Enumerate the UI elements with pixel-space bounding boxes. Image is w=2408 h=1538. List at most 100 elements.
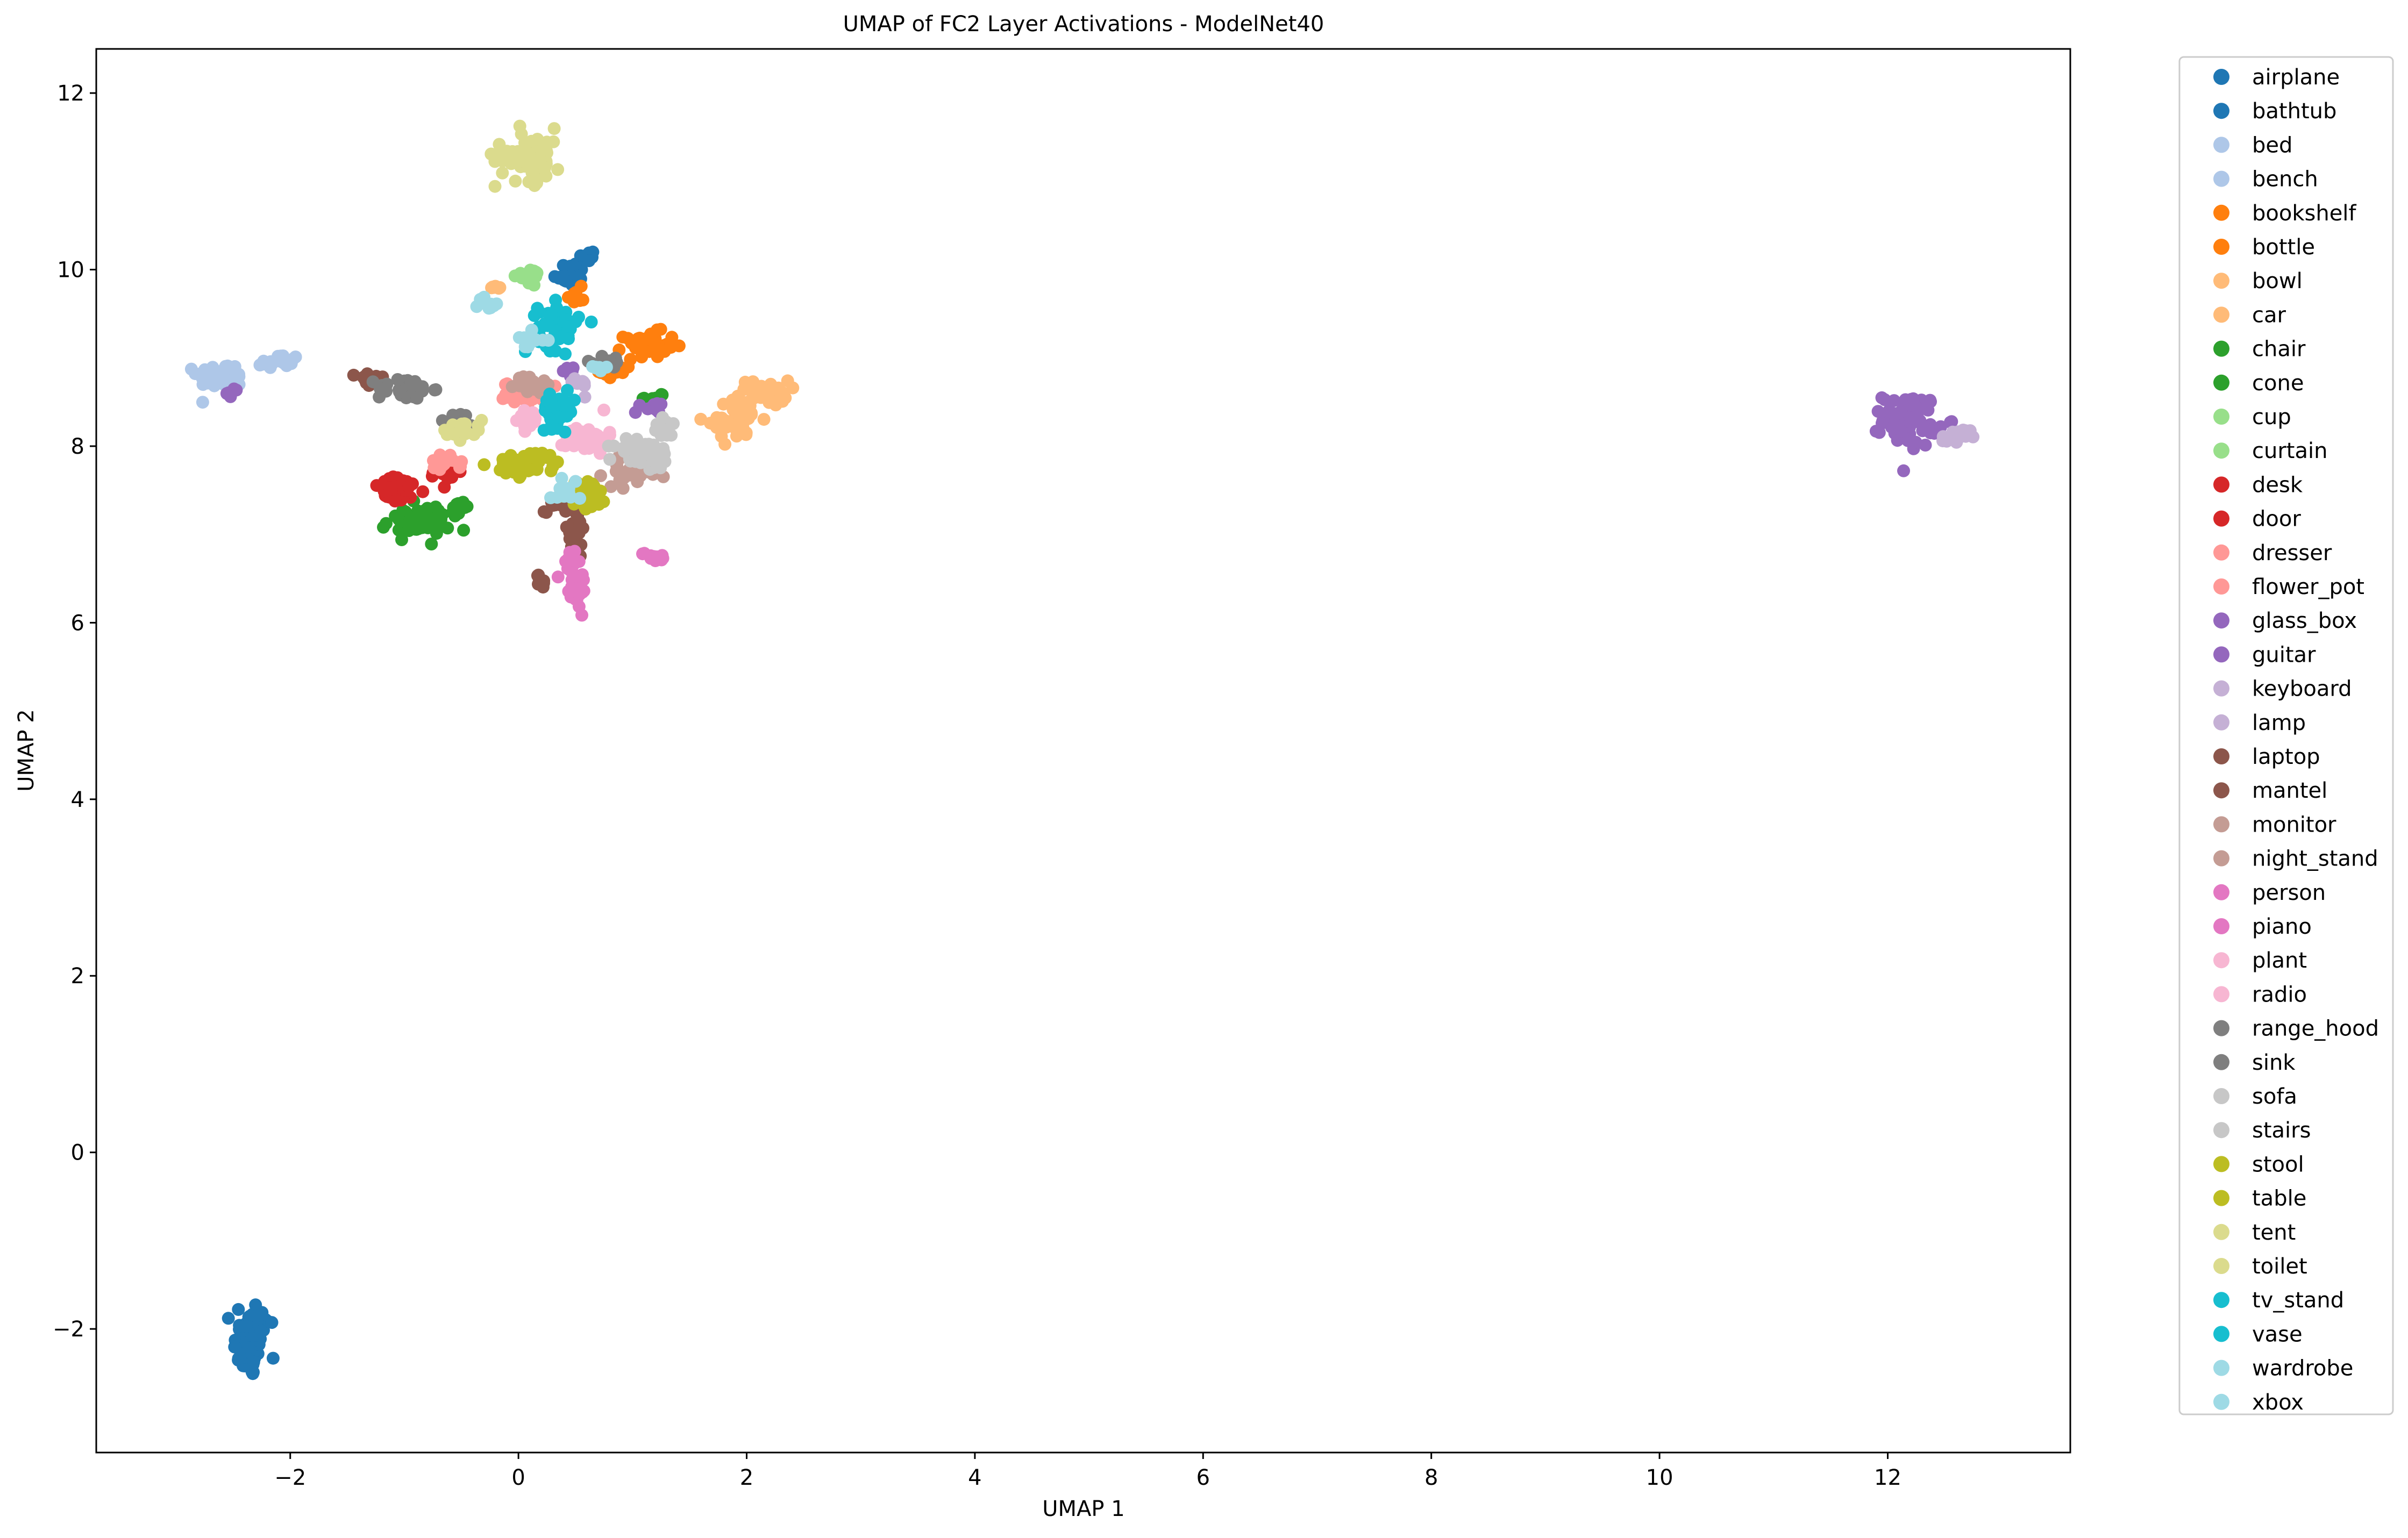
point-tv_stand <box>562 320 576 334</box>
point-guitar <box>1876 417 1889 430</box>
legend-frame <box>2178 56 2394 1415</box>
y-tick-label: 12 <box>57 81 84 106</box>
point-sofa <box>654 461 667 475</box>
series-glass_box <box>220 361 668 419</box>
point-sofa <box>607 439 621 453</box>
point-curtain <box>530 266 544 280</box>
point-cup <box>508 269 522 283</box>
legend-label: bottle <box>2252 235 2315 260</box>
point-bathtub <box>265 1316 279 1329</box>
point-guitar <box>1916 424 1929 438</box>
series-range_hood <box>366 373 443 405</box>
point-bench <box>284 357 298 370</box>
point-tent <box>533 156 547 169</box>
point-guitar <box>1904 411 1917 425</box>
series-tent <box>485 119 565 193</box>
x-axis-label: UMAP 1 <box>1042 1497 1124 1521</box>
legend-marker <box>2213 103 2229 119</box>
x-tick-label: −2 <box>274 1465 306 1490</box>
legend-marker <box>2213 646 2229 663</box>
point-tent <box>496 166 509 180</box>
legend-label: xbox <box>2252 1390 2304 1415</box>
legend-item-sink: sink <box>2213 1050 2296 1075</box>
point-wardrobe <box>524 335 538 349</box>
legend-item-table: table <box>2213 1186 2306 1211</box>
point-sofa <box>643 448 656 461</box>
point-wardrobe <box>487 299 501 312</box>
point-car <box>772 381 785 395</box>
legend-marker <box>2213 1360 2229 1376</box>
x-tick: 2 <box>740 1453 753 1490</box>
point-xbox <box>569 475 582 488</box>
series-flower_pot <box>427 448 468 476</box>
legend-marker <box>2213 1190 2229 1206</box>
legend-label: cone <box>2252 371 2304 396</box>
legend-label: table <box>2252 1186 2306 1211</box>
series-piano <box>559 545 669 573</box>
legend-item-dresser: dresser <box>2213 541 2332 566</box>
point-tent <box>509 174 522 188</box>
point-car <box>739 377 752 391</box>
point-bathtub <box>582 254 596 267</box>
legend-item-range_hood: range_hood <box>2213 1017 2379 1041</box>
y-tick-label: 4 <box>71 788 84 812</box>
point-desk <box>402 480 416 493</box>
series-night_stand <box>505 370 555 399</box>
point-stool <box>590 494 604 507</box>
point-guitar <box>1909 435 1922 449</box>
point-plant <box>567 439 581 453</box>
x-tick: 4 <box>968 1453 982 1490</box>
legend-label: laptop <box>2252 745 2320 769</box>
legend-label: flower_pot <box>2252 575 2364 599</box>
point-person <box>573 587 586 600</box>
point-toilet <box>447 427 460 441</box>
point-mantel <box>535 579 548 592</box>
legend-marker <box>2213 612 2229 629</box>
series-cone <box>446 388 669 523</box>
legend-item-stairs: stairs <box>2213 1118 2311 1143</box>
point-flower_pot <box>438 457 451 471</box>
point-guitar <box>1921 403 1935 417</box>
point-car <box>786 381 800 395</box>
point-piano <box>563 554 576 567</box>
point-vase <box>540 394 553 407</box>
point-bathtub <box>242 1341 255 1355</box>
point-flower_pot <box>454 460 467 473</box>
point-table <box>516 461 529 474</box>
point-bathtub <box>232 1303 245 1316</box>
point-stairs <box>656 411 669 424</box>
legend-marker <box>2213 850 2229 867</box>
y-tick-label: 6 <box>71 611 84 635</box>
point-wardrobe <box>470 300 483 313</box>
point-table <box>478 458 491 471</box>
point-tv_stand <box>562 332 575 346</box>
legend-item-bed: bed <box>2213 133 2292 158</box>
point-mantel <box>537 505 551 518</box>
legend-label: glass_box <box>2252 609 2357 633</box>
legend-marker <box>2213 782 2229 799</box>
legend-marker <box>2213 816 2229 833</box>
point-bowl <box>710 421 723 434</box>
point-bathtub <box>239 1320 253 1333</box>
legend: airplane bathtub bed bench bookshelf bottle bo… <box>2178 56 2394 1415</box>
y-tick: 12 <box>57 81 96 106</box>
point-person <box>569 570 582 583</box>
legend-item-bookshelf: bookshelf <box>2213 201 2356 226</box>
legend-item-keyboard: keyboard <box>2213 677 2352 702</box>
series-wardrobe <box>470 290 555 354</box>
point-vase <box>552 410 565 424</box>
y-tick: 4 <box>71 788 96 812</box>
point-range_hood <box>411 379 424 392</box>
legend-label: door <box>2252 507 2301 532</box>
point-bookshelf <box>672 339 686 353</box>
legend-item-laptop: laptop <box>2213 745 2320 769</box>
legend-item-stool: stool <box>2213 1152 2304 1177</box>
legend-marker <box>2213 884 2229 900</box>
point-radio <box>513 413 526 426</box>
legend-item-night_stand: night_stand <box>2213 847 2378 871</box>
point-stairs <box>657 424 670 437</box>
series-xbox <box>544 360 613 505</box>
chart-title: UMAP of FC2 Layer Activations - ModelNet… <box>843 12 1324 37</box>
legend-item-bench: bench <box>2213 167 2318 192</box>
point-chair <box>433 517 446 530</box>
